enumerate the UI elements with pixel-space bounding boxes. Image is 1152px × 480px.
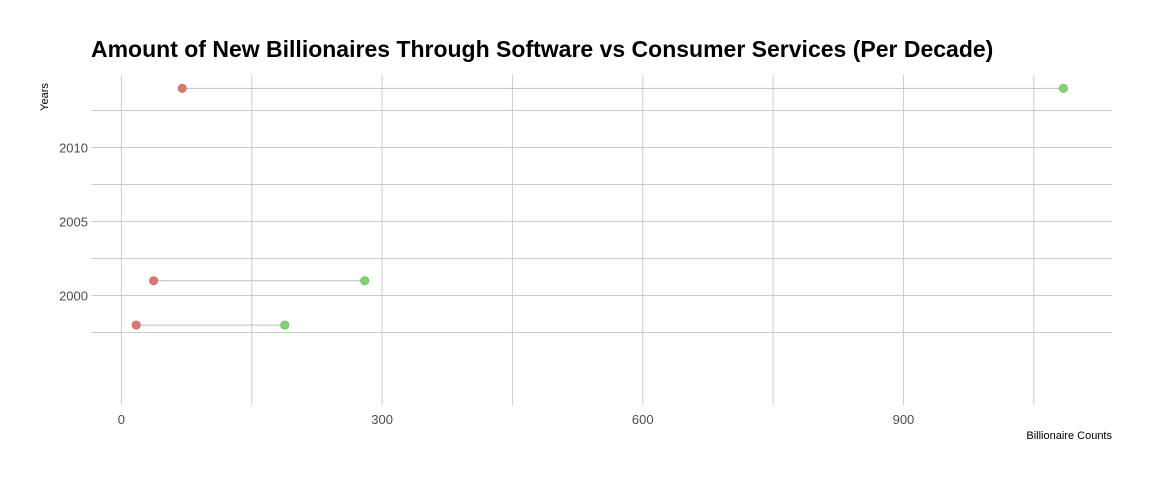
y-tick-label: 2000 [59,288,88,303]
x-tick-labels: 0 300 600 900 [118,412,915,427]
right-point [1058,83,1068,93]
minor-gridlines [91,75,1112,405]
left-point [149,276,159,286]
segments [136,87,1064,326]
major-gridlines [91,75,1112,405]
x-tick-label: 900 [893,412,915,427]
x-tick-label: 300 [371,412,393,427]
y-tick-label: 2010 [59,141,88,156]
points [131,83,1068,330]
left-point [131,320,141,330]
left-point [177,83,187,93]
x-tick-label: 600 [632,412,654,427]
right-point [280,320,290,330]
right-point [360,276,370,286]
y-axis-title: Years [39,83,51,111]
x-tick-label: 0 [118,412,125,427]
y-tick-label: 2005 [59,215,88,230]
x-axis-title: Billionaire Counts [1026,430,1112,442]
y-tick-labels: 2000 2005 2010 [59,141,88,304]
chart-title: Amount of New Billionaires Through Softw… [91,36,994,62]
